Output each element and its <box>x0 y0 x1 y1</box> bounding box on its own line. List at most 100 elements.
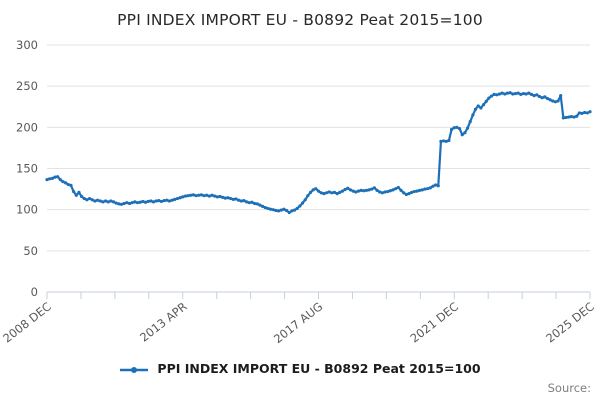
series-0-point-170 <box>497 92 502 96</box>
x-tick-label-1: 2013 APR <box>137 299 190 344</box>
series-0-point-155 <box>457 126 462 131</box>
series-0-point-129 <box>388 189 392 193</box>
series-0-point-93 <box>292 208 297 212</box>
series-0-point-138 <box>412 189 416 194</box>
series-0-point-197 <box>569 115 573 119</box>
series-0-point-9 <box>69 183 73 187</box>
series-0-point-57 <box>197 193 201 197</box>
series-0-point-142 <box>423 187 427 191</box>
series-0-point-105 <box>324 191 329 195</box>
series-0-point-85 <box>271 208 275 212</box>
series-0-point-44 <box>162 199 166 203</box>
series-0-point-125 <box>378 190 382 194</box>
series-0-point-103 <box>319 191 323 195</box>
series-0-point-29 <box>122 201 126 206</box>
series-0-point-140 <box>418 188 422 192</box>
series-0-point-162 <box>476 104 480 108</box>
series-0-point-75 <box>245 200 249 204</box>
series-0-point-47 <box>170 198 174 202</box>
series-0-point-51 <box>181 195 185 199</box>
series-0-point-54 <box>189 193 193 197</box>
series-0-point-134 <box>402 191 406 195</box>
series-0-point-23 <box>106 200 110 204</box>
series-0-point-72 <box>237 198 241 202</box>
series-0-point-76 <box>247 201 251 205</box>
series-0-point-194 <box>561 116 565 120</box>
series-0-point-10 <box>72 189 76 194</box>
series-0-point-91 <box>287 210 291 215</box>
series-0-point-45 <box>165 198 169 202</box>
series-0-point-121 <box>367 188 371 192</box>
series-0-point-60 <box>205 193 209 197</box>
series-0-point-79 <box>255 202 259 206</box>
series-0-point-191 <box>553 100 558 104</box>
series-0-point-80 <box>258 203 262 207</box>
series-0-point-114 <box>348 188 353 192</box>
series-0-point-42 <box>157 199 161 203</box>
series-0-point-90 <box>284 208 289 213</box>
series-0-point-118 <box>359 188 363 192</box>
series-0-point-137 <box>410 190 414 194</box>
series-0-point-143 <box>426 187 430 191</box>
series-0-point-86 <box>274 208 278 213</box>
series-0-point-25 <box>111 200 116 204</box>
series-0-point-185 <box>537 94 542 99</box>
series-0-point-204 <box>588 110 592 114</box>
series-0-point-153 <box>452 126 456 130</box>
series-0-point-68 <box>226 196 230 200</box>
y-tick-label-300: 300 <box>16 38 38 52</box>
series-0-point-33 <box>133 200 137 204</box>
series-0-point-50 <box>178 196 182 200</box>
series-0-point-4 <box>56 175 60 179</box>
series-0-point-171 <box>500 91 504 95</box>
y-tick-label-150: 150 <box>16 162 38 176</box>
series-0-point-131 <box>394 187 398 191</box>
series-0-point-31 <box>127 201 132 206</box>
series-0-point-136 <box>407 192 411 196</box>
series-0-point-145 <box>431 184 435 188</box>
series-0-point-107 <box>330 191 334 195</box>
series-0-point-102 <box>316 189 321 193</box>
series-0-point-123 <box>372 186 376 190</box>
series-0-point-151 <box>447 138 451 143</box>
series-0-point-174 <box>508 91 512 95</box>
series-0-point-55 <box>191 193 195 197</box>
series-0-point-81 <box>261 204 265 208</box>
series-0-point-177 <box>516 91 520 95</box>
series-0-point-96 <box>300 201 305 205</box>
series-0-point-58 <box>199 193 203 197</box>
series-0-point-166 <box>487 96 491 100</box>
series-0-point-200 <box>577 111 581 115</box>
series-0-point-62 <box>210 193 214 197</box>
series-0-point-168 <box>492 92 496 96</box>
source-attribution: Source: <box>547 381 591 395</box>
series-0-point-175 <box>511 92 515 96</box>
series-0-point-139 <box>415 189 419 193</box>
series-0-point-104 <box>322 192 326 196</box>
series-0-point-135 <box>404 192 408 197</box>
series-0-point-22 <box>103 199 108 203</box>
series-0-point-92 <box>290 209 294 213</box>
series-0-point-169 <box>495 93 499 97</box>
series-0-point-195 <box>564 115 568 120</box>
series-0-point-8 <box>66 182 70 187</box>
series-0-point-14 <box>82 196 86 201</box>
series-0-point-16 <box>87 196 92 201</box>
series-0-point-101 <box>314 187 318 191</box>
series-0-point-141 <box>420 188 424 192</box>
series-0-point-3 <box>53 175 57 179</box>
series-0-point-26 <box>114 201 118 205</box>
series-0-point-41 <box>154 199 158 203</box>
y-tick-label-100: 100 <box>16 203 38 217</box>
series-0-point-117 <box>356 189 361 193</box>
series-0-point-186 <box>540 96 544 100</box>
series-0-point-73 <box>239 199 243 203</box>
series-0-point-154 <box>455 125 459 129</box>
y-tick-label-200: 200 <box>16 120 38 134</box>
series-0-point-187 <box>543 95 547 99</box>
series-0-point-34 <box>135 201 140 205</box>
series-0-point-6 <box>61 180 65 184</box>
series-0-point-173 <box>505 91 510 95</box>
series-0-point-163 <box>479 106 483 110</box>
series-0-point-115 <box>351 189 355 193</box>
